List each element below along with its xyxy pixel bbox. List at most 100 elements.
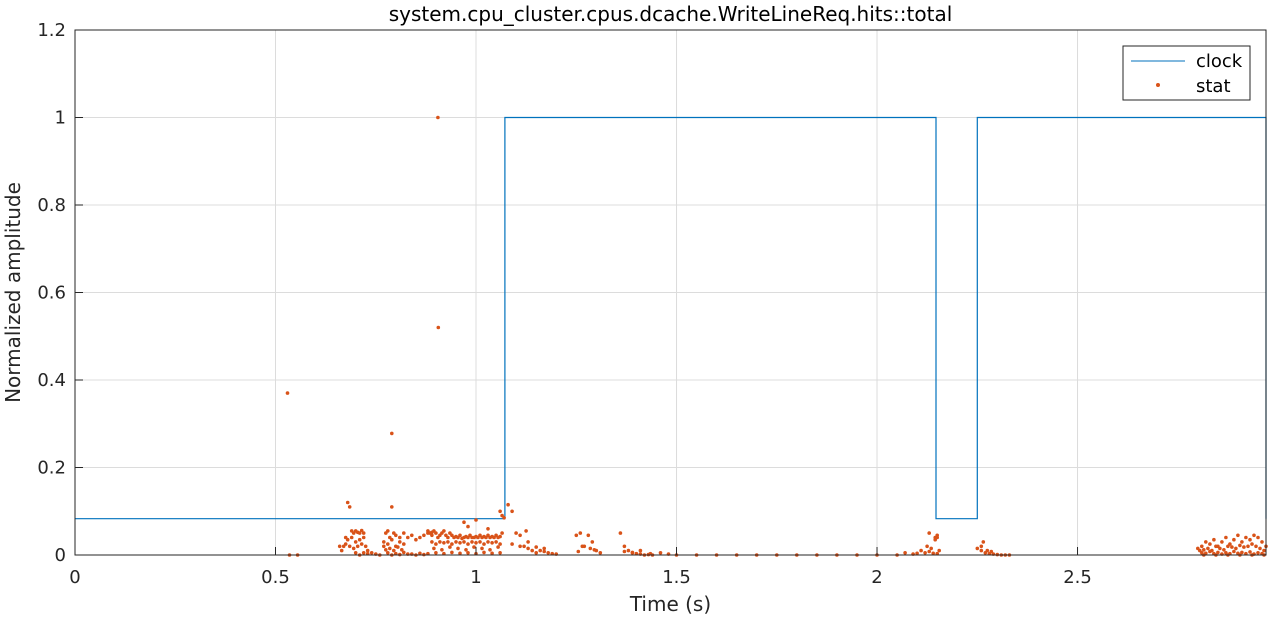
stat-point	[398, 535, 402, 540]
stat-point	[450, 550, 454, 555]
stat-point	[355, 544, 360, 549]
stat-point	[1224, 535, 1228, 540]
stat-point	[502, 516, 506, 520]
legend: clock stat	[1122, 45, 1251, 101]
stat-point	[386, 529, 390, 533]
stat-point	[432, 546, 436, 551]
stat-point	[923, 551, 927, 555]
stat-point	[466, 542, 470, 546]
stat-point	[546, 551, 550, 555]
stat-point	[618, 531, 623, 535]
stat-point	[1226, 544, 1230, 549]
stat-point	[1216, 550, 1220, 555]
stat-point	[456, 546, 460, 551]
y-tick-label: 1	[55, 108, 66, 129]
stat-point	[454, 540, 458, 544]
stat-point	[486, 527, 490, 531]
stat-point	[919, 548, 923, 553]
stat-point	[542, 546, 546, 551]
stat-point	[353, 551, 358, 555]
stat-point	[1234, 546, 1238, 551]
y-tick-label: 0.6	[37, 283, 66, 304]
stat-point	[530, 548, 534, 553]
stat-point	[927, 549, 931, 554]
stat-point	[1254, 544, 1258, 549]
stat-point	[446, 535, 450, 540]
stat-point	[929, 546, 933, 551]
stat-point	[927, 531, 931, 535]
stat-point	[630, 550, 635, 555]
stat-point	[498, 542, 502, 546]
stat-point	[514, 531, 518, 535]
stat-point	[390, 537, 394, 542]
stat-point	[1248, 537, 1252, 542]
y-axis-title: Normalized amplitude	[1, 182, 25, 403]
stat-point	[464, 548, 468, 552]
stat-point	[989, 549, 994, 554]
stat-point	[1212, 537, 1216, 542]
y-tick-label: 0	[55, 545, 66, 566]
stat-point	[488, 548, 492, 552]
stat-point	[1230, 545, 1234, 549]
stat-point	[390, 431, 394, 436]
stat-point	[343, 542, 348, 546]
stat-point	[422, 533, 426, 538]
stat-point	[347, 544, 352, 549]
stat-point	[490, 551, 494, 556]
x-tick-label: 1	[470, 567, 481, 588]
stat-point	[1204, 540, 1208, 544]
stat-point	[522, 544, 526, 549]
stat-point	[1250, 542, 1254, 546]
stat-point	[436, 115, 440, 120]
stat-point	[402, 531, 406, 535]
stat-point	[498, 551, 502, 555]
stat-point	[337, 544, 342, 549]
stat-point	[462, 540, 466, 544]
stat-point	[458, 541, 462, 545]
stat-point	[361, 531, 366, 535]
stat-point	[979, 544, 984, 549]
y-tick-label: 0.4	[37, 370, 66, 391]
stat-point	[1238, 543, 1242, 548]
y-tick-labels: 0 0.2 0.4 0.6 0.8 1 1.2	[37, 20, 66, 566]
stat-point	[434, 531, 438, 535]
stat-point	[658, 551, 663, 555]
stat-point	[414, 537, 418, 542]
x-tick-label: 0.5	[261, 567, 290, 588]
stat-point	[1248, 550, 1252, 554]
stat-point	[486, 540, 490, 544]
stat-point	[592, 548, 597, 552]
stat-point	[1222, 548, 1226, 552]
stat-point	[1200, 544, 1204, 549]
stat-point	[361, 535, 366, 540]
ticks	[74, 29, 1079, 556]
stat-point	[518, 533, 522, 538]
stat-point	[359, 528, 364, 533]
stat-point	[510, 509, 514, 514]
x-tick-label: 0	[69, 567, 80, 588]
stat-point	[538, 548, 542, 553]
legend-box	[1122, 45, 1251, 101]
stat-point	[534, 545, 538, 549]
y-tick-label: 1.2	[37, 20, 66, 41]
stat-point	[1206, 546, 1210, 551]
stat-point	[574, 533, 579, 538]
stat-point	[458, 533, 462, 538]
stat-point	[622, 549, 627, 554]
stat-point	[1218, 546, 1222, 551]
stat-point	[1220, 540, 1224, 544]
stat-point	[1244, 535, 1248, 540]
stat-point	[586, 533, 591, 538]
stat-point	[1214, 544, 1218, 549]
legend-stat-label: stat	[1196, 76, 1231, 97]
stat-point	[518, 544, 522, 549]
stat-point	[1256, 535, 1260, 540]
stat-point	[981, 540, 986, 544]
stat-point	[438, 540, 442, 544]
stat-point	[448, 545, 452, 549]
stat-point	[490, 541, 494, 545]
stat-point	[478, 540, 482, 544]
stat-point	[466, 524, 470, 529]
stat-point	[285, 391, 290, 395]
